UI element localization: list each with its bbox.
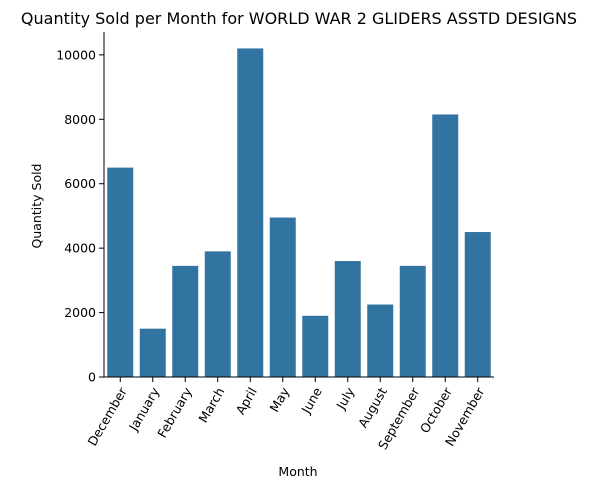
y-tick-label: 10000 [56, 47, 96, 62]
bar-april [237, 48, 264, 378]
y-tick-label: 8000 [64, 112, 96, 127]
x-tick-label-august: August [355, 385, 390, 430]
chart-title: Quantity Sold per Month for WORLD WAR 2 … [21, 9, 577, 28]
bar-june [302, 315, 329, 377]
x-tick-label-may: May [266, 384, 292, 414]
x-tick-label-april: April [233, 385, 260, 417]
bar-july [334, 261, 361, 377]
bar-september [399, 265, 426, 377]
x-tick-label-march: March [195, 385, 227, 426]
x-tick-label-june: June [298, 384, 325, 416]
bar-december [107, 167, 134, 377]
bars-group [107, 48, 491, 378]
bar-may [269, 217, 296, 377]
bar-march [204, 251, 231, 377]
bar-january [139, 328, 166, 377]
x-tick-label-july: July [333, 384, 358, 412]
y-tick-label: 6000 [64, 176, 96, 191]
y-tick-label: 0 [88, 370, 96, 385]
bar-october [432, 114, 459, 378]
y-axis-label: Quantity Sold [29, 164, 44, 249]
bar-august [367, 304, 394, 377]
x-tick-label-december: December [84, 384, 130, 448]
bar-november [464, 232, 491, 377]
y-tick-label: 4000 [64, 241, 96, 256]
y-axis: 0 2000 4000 6000 8000 10000 [56, 32, 105, 385]
y-tick-label: 2000 [64, 305, 96, 320]
x-axis-label: Month [278, 464, 317, 479]
bar-february [172, 265, 199, 377]
